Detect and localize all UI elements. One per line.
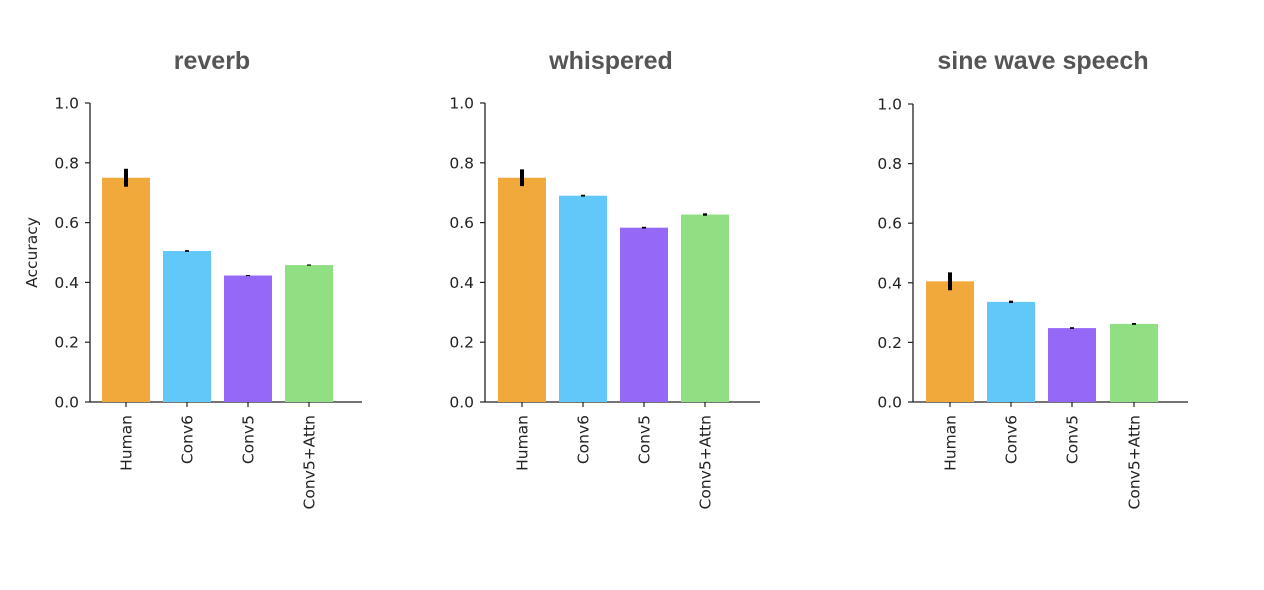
y-tick-label: 0.6 [54, 214, 79, 232]
chart-title: reverb [174, 47, 250, 75]
bar-conv5 [620, 227, 668, 402]
chart-panel-2: sine wave speech 0.0 0.2 0.4 0.6 0.8 1.0 Human C… [877, 47, 1188, 509]
y-tick-label: 0.4 [54, 274, 79, 292]
x-tick-label: Conv5 [636, 415, 654, 464]
y-tick-label: 0.2 [449, 334, 474, 352]
x-tick-label: Conv5+Attn [697, 415, 715, 509]
y-tick-label: 1.0 [54, 95, 79, 113]
y-tick-label: 0.8 [54, 154, 79, 172]
y-tick-label: 0.0 [877, 394, 902, 412]
y-tick-label: 0.8 [449, 154, 474, 172]
bar-conv5-attn [285, 265, 333, 402]
x-tick-label: Conv6 [1003, 415, 1021, 464]
x-tick-label: Conv5+Attn [301, 415, 319, 509]
y-tick-label: 0.4 [877, 274, 902, 292]
bar-conv6 [559, 195, 607, 402]
bar-conv6 [987, 301, 1035, 402]
chart-panel-1: whispered 0.0 0.2 0.4 0.6 0.8 1.0 Human Conv6 Con… [449, 47, 760, 509]
bar-conv6 [163, 251, 211, 402]
y-tick-label: 1.0 [449, 95, 474, 113]
x-tick-label: Conv6 [575, 415, 593, 464]
bar-human [498, 177, 546, 402]
bar-conv5 [224, 275, 272, 402]
x-tick-label: Human [514, 415, 532, 471]
y-tick-label: 0.0 [449, 394, 474, 412]
bar-conv5-attn [1110, 323, 1158, 402]
y-axis-label: Accuracy [23, 217, 41, 288]
y-tick-label: 0.2 [877, 334, 902, 352]
bar-human [102, 177, 150, 402]
y-tick-label: 1.0 [877, 96, 902, 114]
x-tick-label: Human [118, 415, 136, 471]
bar-human [926, 281, 974, 402]
y-tick-label: 0.2 [54, 334, 79, 352]
y-tick-label: 0.4 [449, 274, 474, 292]
y-tick-label: 0.6 [449, 214, 474, 232]
x-tick-label: Conv5 [1064, 415, 1082, 464]
chart-title: sine wave speech [937, 47, 1148, 75]
chart-panel-0: reverb 0.0 0.2 0.4 0.6 0.8 1.0 Accuracy Human Con… [23, 47, 362, 509]
bar-conv5 [1048, 328, 1096, 402]
x-tick-label: Human [942, 415, 960, 471]
y-tick-label: 0.8 [877, 155, 902, 173]
bar-conv5-attn [681, 214, 729, 402]
y-tick-label: 0.6 [877, 215, 902, 233]
y-tick-label: 0.0 [54, 394, 79, 412]
chart-title: whispered [548, 47, 673, 75]
x-tick-label: Conv5+Attn [1126, 415, 1144, 509]
x-tick-label: Conv5 [240, 415, 258, 464]
x-tick-label: Conv6 [179, 415, 197, 464]
